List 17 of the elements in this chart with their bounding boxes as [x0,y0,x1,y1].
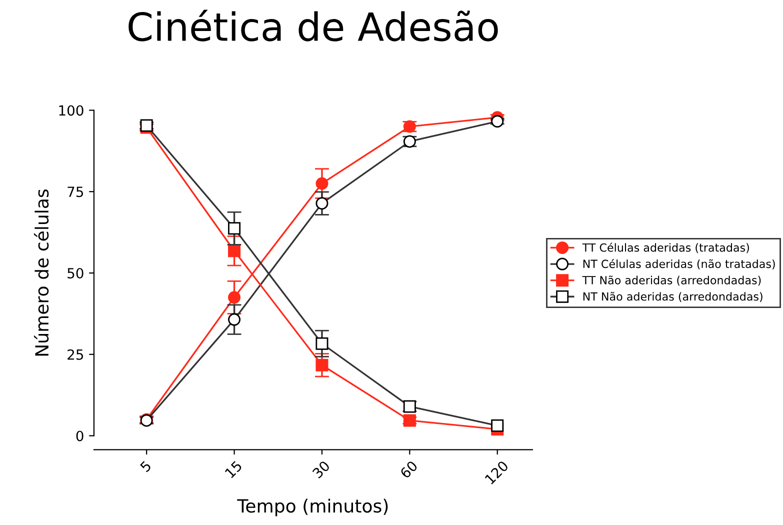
x-tick-label: 120 [484,460,509,485]
y-tick-label: 100 [59,105,84,116]
x-tick-label: 5 [140,460,152,472]
y-tick-label: 75 [68,186,84,198]
x-tick-label: 60 [400,460,418,479]
legend-label: NT Células aderidas (não tratadas) [583,259,775,270]
legend-label: TT Não aderidas (arredondadas) [582,276,761,286]
y-axis-title: Número de células [34,190,49,356]
y-tick-label: 0 [76,430,84,442]
x-axis-title: Tempo (minutos) [237,498,388,516]
x-tick-label: 30 [312,460,330,479]
x-tick-label: 15 [224,460,243,478]
y-tick-label: 25 [68,349,84,360]
legend-label: NT Não aderidas (arredondadas) [583,292,762,302]
y-tick-label: 50 [68,268,84,278]
legend-label: TT Células aderidas (tratadas) [582,242,749,254]
chart-title: Cinética de Adesão [128,10,498,42]
